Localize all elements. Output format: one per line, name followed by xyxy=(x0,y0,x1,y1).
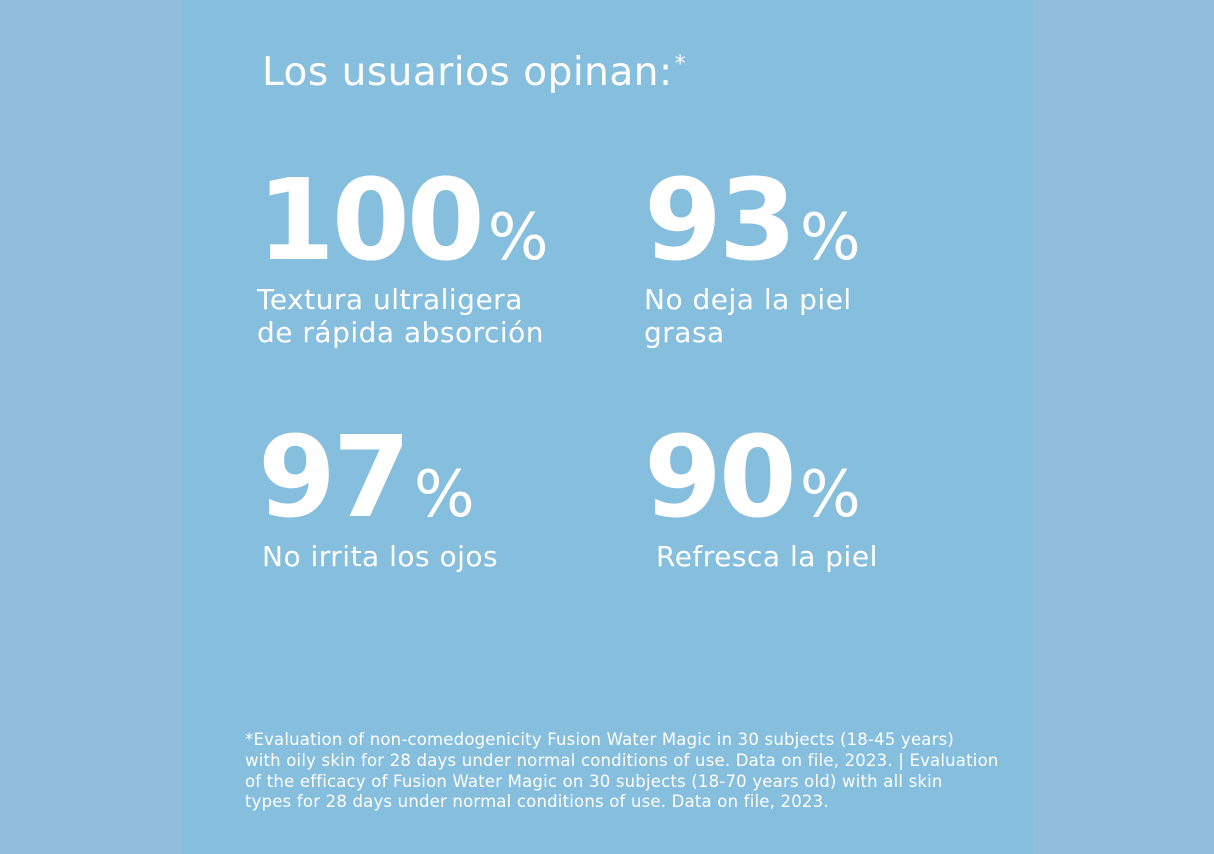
stat-value: 93% xyxy=(644,165,861,277)
stat-number: 90 xyxy=(644,413,797,543)
stat-value: 90% xyxy=(644,422,878,534)
stat-percent-sign: % xyxy=(799,458,861,532)
content-panel xyxy=(181,0,1033,854)
stat-percent-sign: % xyxy=(413,458,475,532)
footnote-disclaimer: *Evaluation of non-comedogenicity Fusion… xyxy=(245,730,999,812)
stat-value: 97% xyxy=(258,422,498,534)
title-asterisk: * xyxy=(674,52,687,77)
page-title-text: Los usuarios opinan: xyxy=(262,50,673,95)
stat-label: No irrita los ojos xyxy=(262,540,499,573)
stat-number: 93 xyxy=(644,156,797,286)
stat-label: No deja la piel grasa xyxy=(644,283,852,349)
page-title: Los usuarios opinan:* xyxy=(262,42,686,96)
stat-label: Refresca la piel xyxy=(656,540,878,573)
stat-percent-sign: % xyxy=(799,201,861,275)
stat-percent-sign: % xyxy=(487,201,549,275)
stat-no-eye-irritation: 97% No irrita los ojos xyxy=(258,422,498,573)
stat-number: 97 xyxy=(258,413,411,543)
stat-number: 100 xyxy=(257,156,485,286)
stat-value: 100% xyxy=(257,165,549,277)
stat-label: Textura ultraligera de rápida absorción xyxy=(257,283,545,349)
stat-texture: 100% Textura ultraligera de rápida absor… xyxy=(257,165,549,349)
stat-not-greasy: 93% No deja la piel grasa xyxy=(644,165,861,349)
stat-refreshes-skin: 90% Refresca la piel xyxy=(644,422,878,573)
